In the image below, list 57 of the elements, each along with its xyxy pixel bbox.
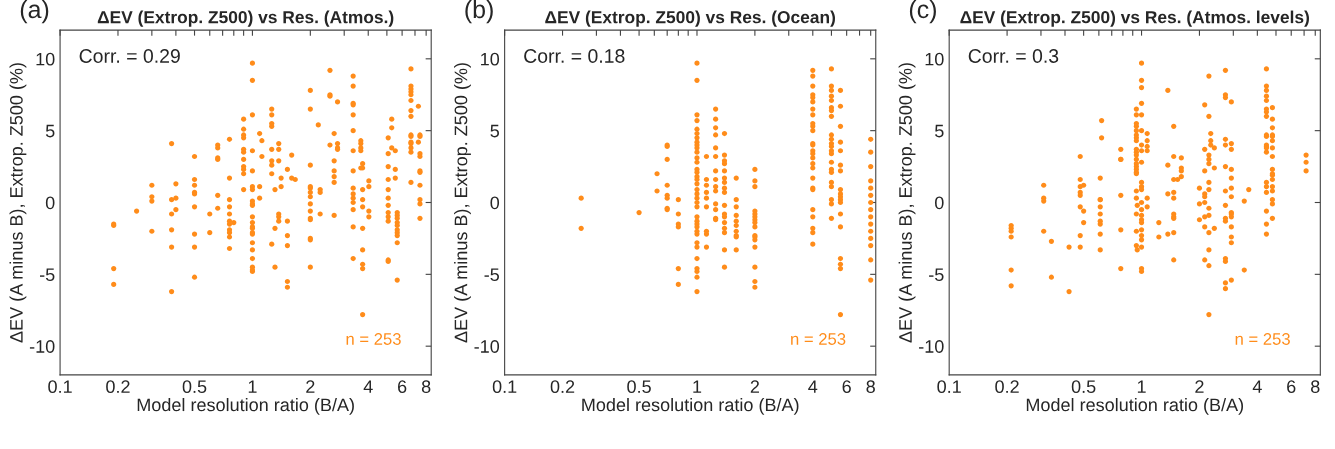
text: (b) — [465, 0, 493, 24]
x-tick-label: 1 — [693, 380, 702, 393]
x-tick-label: 0.1 — [48, 380, 72, 394]
x-tick-label: 0.5 — [1071, 380, 1096, 394]
y-tick-label: -5 — [929, 268, 944, 282]
x-tick-label: 1 — [1137, 380, 1146, 393]
y-tick-label: 10 — [925, 52, 944, 66]
x-tick-label: 4 — [808, 380, 818, 393]
x-tick-label: 2 — [306, 380, 315, 393]
x-tick-label: 0.5 — [182, 380, 207, 394]
x-tick-label: 0.2 — [106, 380, 130, 394]
annotation: Corr. = 0.18 — [524, 49, 625, 63]
x-tick-label: 6 — [1287, 380, 1296, 394]
text: (a) — [20, 0, 49, 24]
y-tick-label: 5 — [45, 124, 55, 138]
x-tick-label: 4 — [363, 380, 373, 393]
annotation: n = 253 — [1235, 333, 1290, 345]
x-axis-title: Model resolution ratio (B/A) — [582, 398, 799, 415]
x-tick-label: 6 — [842, 380, 851, 394]
x-tick-label: 0.1 — [492, 380, 517, 394]
y-tick-label: 0 — [934, 196, 944, 210]
annotation: Corr. = 0.29 — [79, 49, 180, 63]
annotation: n = 253 — [791, 333, 846, 345]
y-tick-label: 0 — [490, 196, 500, 210]
x-axis-title: Model resolution ratio (B/A) — [137, 398, 354, 415]
y-tick-label: 0 — [45, 196, 55, 210]
x-tick-label: 1 — [248, 380, 257, 393]
y-tick-label: 10 — [481, 52, 500, 66]
x-tick-label: 0.5 — [627, 380, 651, 394]
chart-title: ΔEV (Extrop. Z500) vs Res. (Ocean) — [545, 10, 835, 27]
y-tick-label: 5 — [935, 124, 944, 138]
chart-title: ΔEV (Extrop. Z500) vs Res. (Atmos.) — [97, 10, 394, 27]
chart-title: ΔEV (Extrop. Z500) vs Res. (Atmos. levels) — [960, 10, 1309, 27]
y-tick-label: -5 — [484, 268, 500, 282]
x-tick-label: 0.1 — [937, 380, 961, 394]
y-axis-title: ΔEV (A minus B), Extrop. Z500 (%) — [898, 63, 916, 343]
y-tick-label: -5 — [39, 268, 55, 282]
x-tick-label: 4 — [1252, 380, 1262, 393]
x-tick-label: 6 — [398, 380, 407, 394]
y-tick-label: -10 — [474, 340, 500, 353]
annotation: n = 253 — [346, 333, 401, 345]
y-tick-label: -10 — [29, 340, 55, 353]
x-tick-label: 0.2 — [550, 380, 575, 394]
y-tick-label: -10 — [919, 340, 944, 353]
y-tick-label: 10 — [36, 52, 55, 66]
annotation: Corr. = 0.3 — [968, 49, 1059, 63]
text: (c) — [909, 0, 936, 24]
x-tick-label: 2 — [750, 380, 759, 393]
x-tick-label: 0.2 — [995, 380, 1019, 394]
x-tick-label: 8 — [1311, 380, 1320, 394]
x-tick-label: 8 — [866, 380, 875, 394]
x-tick-label: 8 — [421, 380, 431, 394]
x-axis-title: Model resolution ratio (B/A) — [1026, 398, 1244, 415]
y-axis-title: ΔEV (A minus B), Extrop. Z500 (%) — [9, 63, 27, 343]
x-tick-label: 2 — [1195, 380, 1204, 393]
y-tick-label: 5 — [490, 124, 500, 138]
y-axis-title: ΔEV (A minus B), Extrop. Z500 (%) — [454, 63, 471, 343]
